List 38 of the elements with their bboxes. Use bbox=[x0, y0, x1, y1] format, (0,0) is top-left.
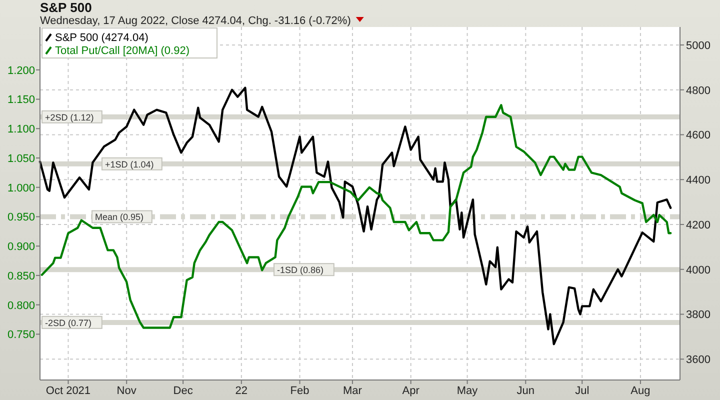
x-tick-label: Mar bbox=[342, 385, 362, 397]
y-tick-label: 1.100 bbox=[7, 124, 35, 136]
chart-subtitle: Wednesday, 17 Aug 2022, Close 4274.04, Chg. -31.16 (-0.72%) bbox=[40, 15, 351, 27]
x-tick-label: Dec bbox=[173, 385, 194, 397]
y-tick-label: 1.000 bbox=[7, 182, 35, 194]
y2-tick-label: 4000 bbox=[686, 264, 710, 276]
x-tick-label: Nov bbox=[116, 385, 137, 397]
x-tick-label: Aug bbox=[630, 385, 650, 397]
ref-line-label: -2SD (0.77) bbox=[45, 318, 92, 328]
y2-tick-label: 3800 bbox=[686, 309, 710, 322]
x-tick-label: Jun bbox=[516, 385, 535, 397]
ref-line-label: +1SD (1.04) bbox=[105, 159, 154, 170]
y-tick-label: 0.950 bbox=[7, 212, 35, 224]
y2-tick-label: 4800 bbox=[686, 84, 710, 97]
x-tick-label: Apr bbox=[402, 385, 420, 397]
ref-line-label: -1SD (0.86) bbox=[277, 265, 324, 276]
x-tick-label: Jul bbox=[575, 385, 590, 397]
ref-line-label: Mean (0.95) bbox=[95, 212, 144, 222]
y2-tick-label: 4400 bbox=[686, 174, 710, 187]
y-tick-label: 0.900 bbox=[7, 241, 35, 254]
x-tick-label: May bbox=[456, 385, 478, 397]
y2-tick-label: 4600 bbox=[686, 130, 710, 142]
y-tick-label: 1.150 bbox=[7, 94, 35, 106]
y-tick-label: 0.750 bbox=[7, 329, 35, 342]
y-tick-label: 0.800 bbox=[7, 300, 35, 312]
x-tick-label: Feb bbox=[290, 385, 310, 397]
y-tick-label: 0.850 bbox=[7, 270, 35, 282]
y2-tick-label: 3600 bbox=[686, 354, 710, 366]
x-tick-label: Oct 2021 bbox=[46, 385, 91, 397]
legend-label: Total Put/Call [20MA] (0.92) bbox=[55, 45, 190, 57]
y-tick-label: 1.050 bbox=[7, 152, 35, 165]
y2-tick-label: 5000 bbox=[686, 40, 710, 52]
x-tick-label: 22 bbox=[235, 385, 248, 397]
y2-tick-label: 4200 bbox=[686, 219, 710, 232]
chart-title: S&P 500 bbox=[40, 0, 92, 15]
legend-label: S&P 500 (4274.04) bbox=[55, 32, 148, 44]
ref-line-label: +2SD (1.12) bbox=[45, 112, 94, 122]
y-tick-label: 1.200 bbox=[7, 64, 35, 77]
